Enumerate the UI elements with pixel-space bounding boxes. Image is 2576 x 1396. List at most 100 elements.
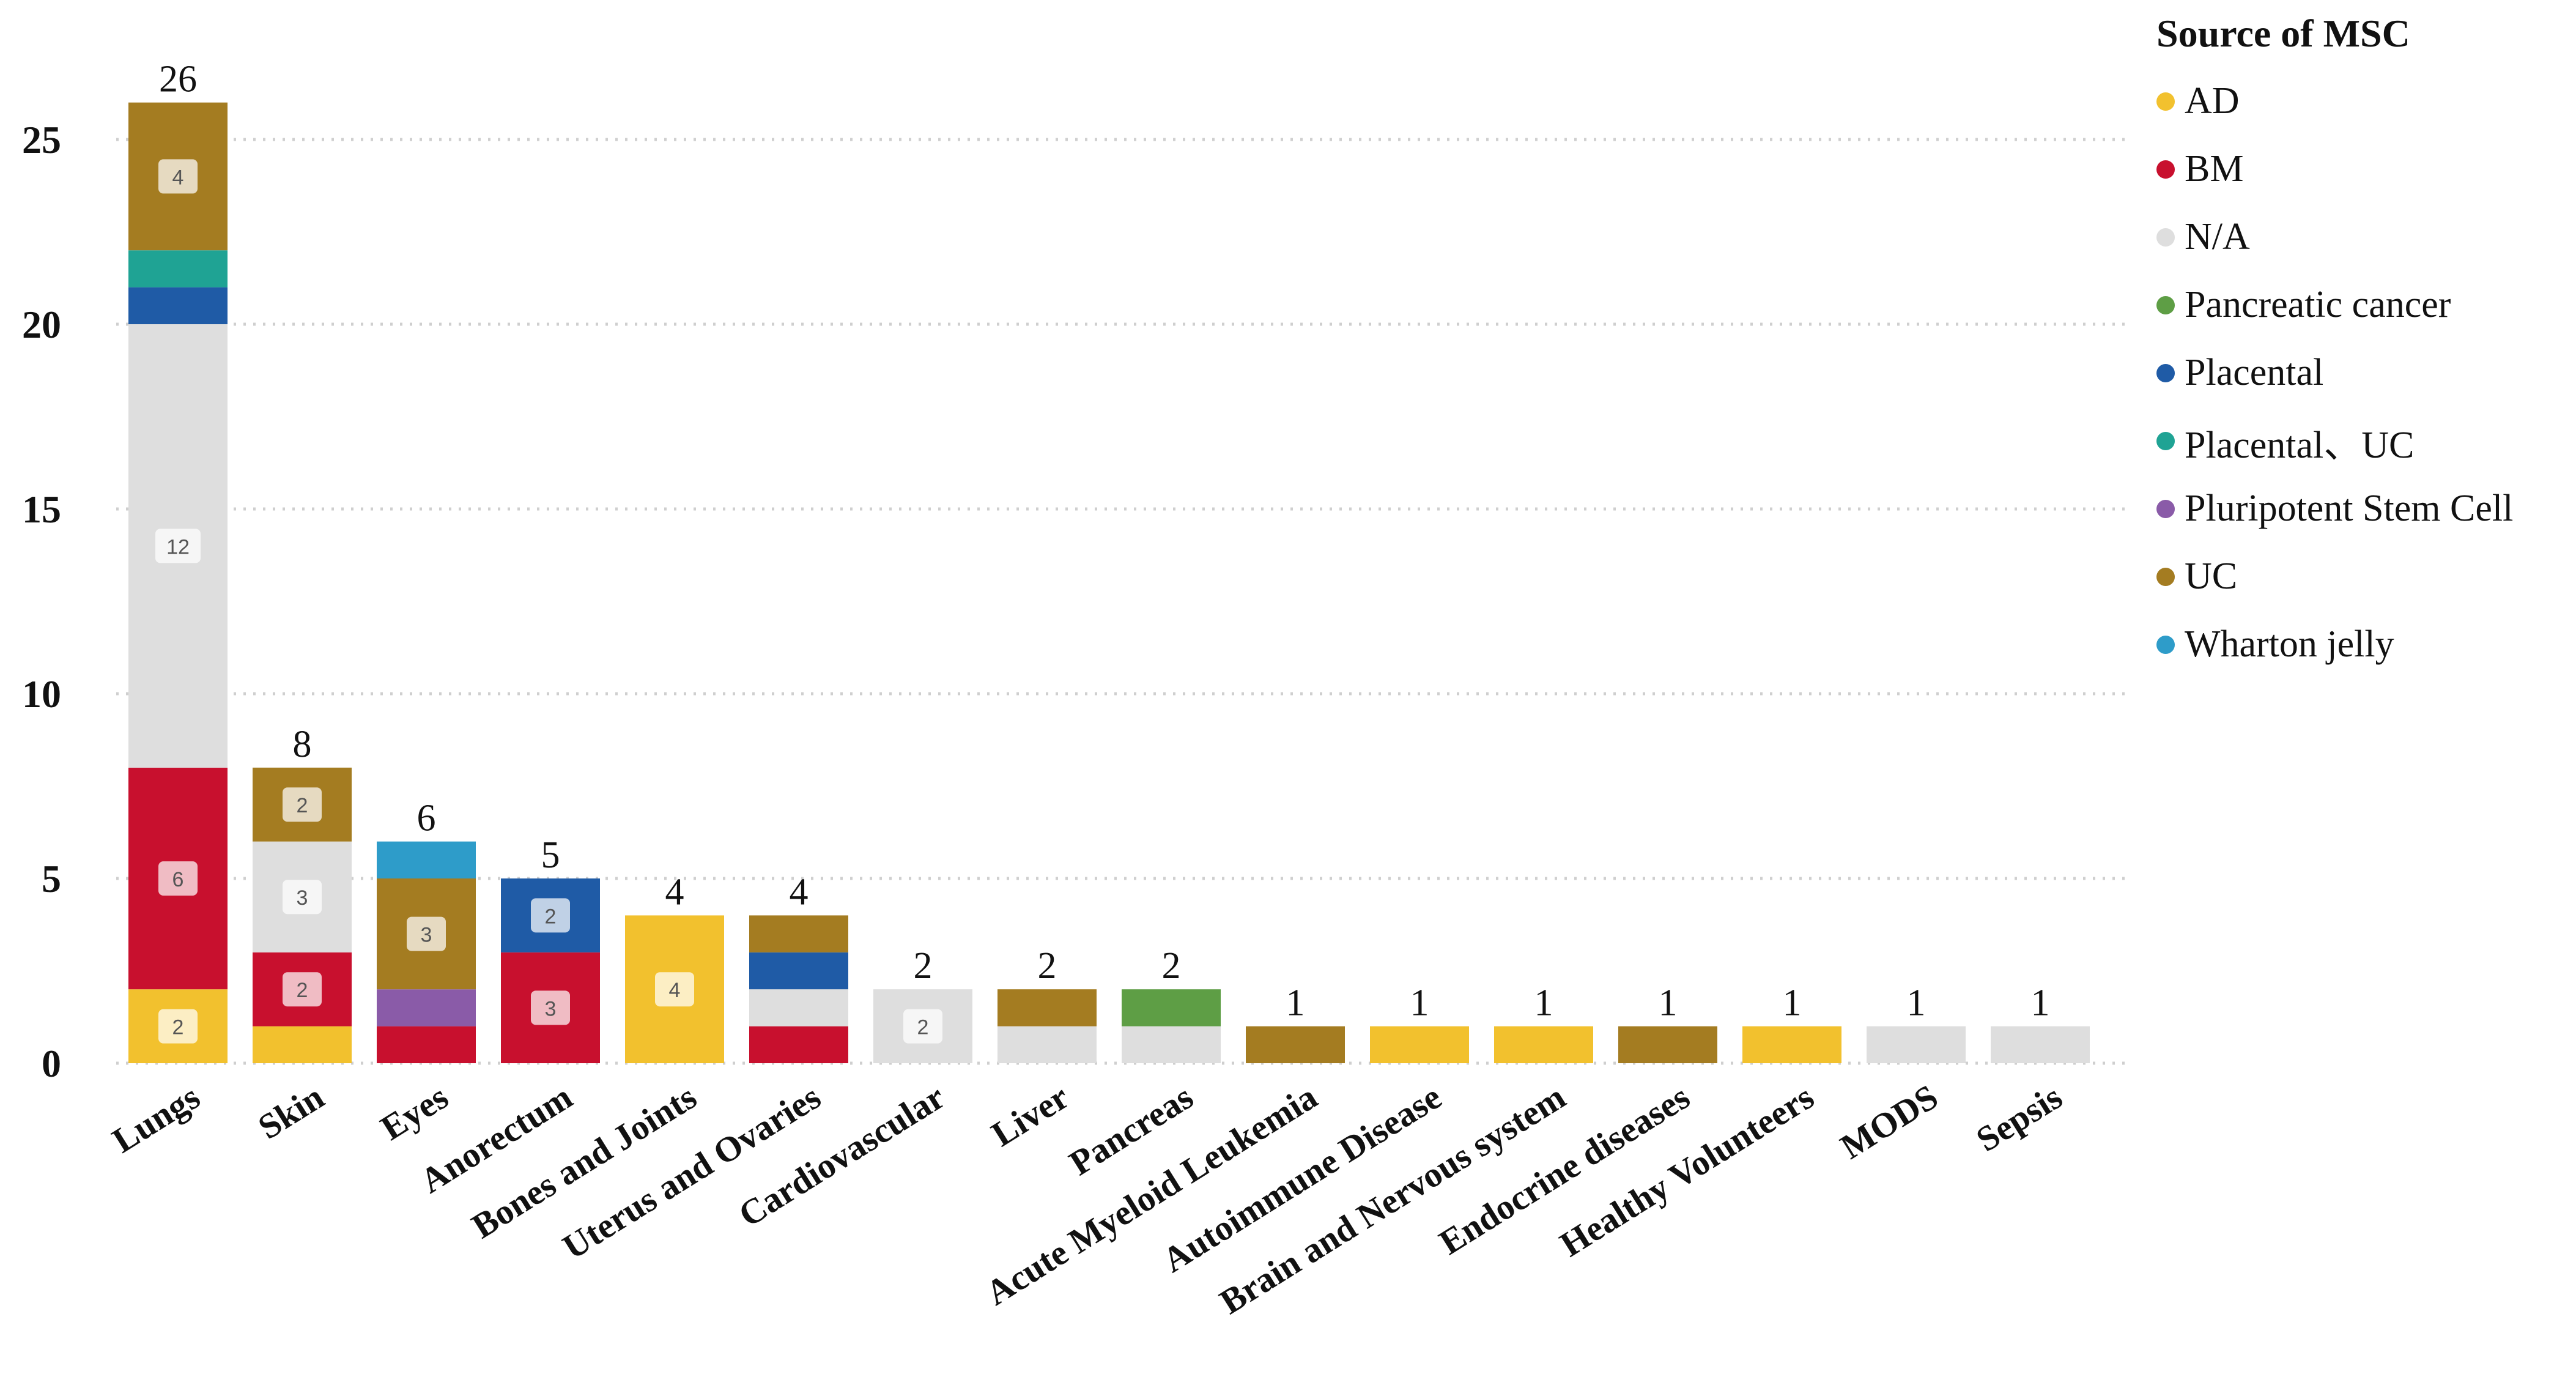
y-tick-label: 15: [22, 488, 61, 531]
bar-segment-pancreatic-cancer: [1122, 989, 1221, 1027]
y-tick-label: 20: [22, 303, 61, 346]
legend-swatch: [2156, 635, 2175, 654]
bar-total-label: 1: [1659, 982, 1678, 1024]
segment-label-box: [158, 159, 198, 194]
segment-labels: 2 6 12 4 2 3 2 3 3 2 4 2: [155, 159, 942, 1044]
segment-label-box: [155, 529, 201, 563]
legend-swatch: [2156, 228, 2175, 247]
legend-item: Pluripotent Stem Cell: [2156, 475, 2572, 543]
segment-label: 2: [172, 1016, 184, 1039]
bar-total-label: 2: [1038, 945, 1057, 987]
bar-segment-n-a: [997, 1026, 1097, 1063]
segment-label-box: [531, 990, 570, 1025]
segment-label: 3: [297, 886, 308, 910]
legend-item: N/A: [2156, 203, 2572, 271]
bar-segment-pluripotent-stem-cell: [377, 989, 476, 1027]
legend-item: Wharton jelly: [2156, 611, 2572, 678]
legend-swatch: [2156, 295, 2175, 314]
bar-total-label: 1: [1534, 982, 1553, 1024]
bar-segment-ad: [253, 1026, 352, 1063]
y-tick-label: 25: [22, 118, 61, 162]
x-tick-label: Sepsis: [1969, 1077, 2069, 1159]
bar-segment-uc: [1618, 1026, 1717, 1063]
legend: Source of MSC AD BM N/A Pancreatic cancer Pl…: [2156, 11, 2572, 678]
legend-label: Pluripotent Stem Cell: [2185, 488, 2514, 529]
segment-label: 2: [297, 794, 308, 817]
legend-items: AD BM N/A Pancreatic cancer Placental Placent…: [2156, 67, 2572, 678]
bar-total-label: 1: [1783, 982, 1802, 1024]
x-tick-label: Cardiovascular: [731, 1077, 952, 1234]
legend-title: Source of MSC: [2156, 12, 2410, 55]
segment-label-box: [655, 972, 694, 1007]
legend-label: AD: [2185, 80, 2240, 122]
bar-total-label: 4: [790, 871, 809, 913]
x-tick-label: Liver: [985, 1077, 1076, 1154]
segment-label-box: [283, 787, 322, 822]
bar-segment-ad: [1370, 1026, 1469, 1063]
bar-segment-ad: [1494, 1026, 1593, 1063]
legend-swatch: [2156, 363, 2175, 382]
segment-label-box: [283, 972, 322, 1007]
bar-total-label: 1: [1410, 982, 1429, 1024]
legend-item: Pancreatic cancer: [2156, 271, 2572, 339]
legend-item: BM: [2156, 135, 2572, 203]
x-tick-label: Skin: [251, 1077, 331, 1147]
y-tick-label: 10: [22, 672, 61, 716]
bar-segment-placental-uc: [128, 250, 228, 288]
legend-label: UC: [2185, 555, 2238, 597]
segment-label: 2: [545, 905, 557, 928]
bar-total-label: 5: [541, 834, 560, 876]
legend-swatch: [2156, 92, 2175, 111]
legend-swatch: [2156, 499, 2175, 518]
bar-segment-placental: [749, 952, 848, 990]
bar-total-label: 4: [665, 871, 684, 913]
legend-label: Placental: [2185, 352, 2324, 393]
segment-label-box: [158, 861, 198, 896]
legend-label: Pancreatic cancer: [2185, 284, 2451, 325]
bars: [128, 102, 2090, 1063]
legend-swatch: [2156, 567, 2175, 586]
segment-label-box: [903, 1009, 942, 1044]
legend-label: N/A: [2185, 216, 2250, 258]
y-axis: 0 5 10 15 20 25: [22, 118, 61, 1085]
bar-segment-ad: [1742, 1026, 1841, 1063]
bar-segment-n-a: [1991, 1026, 2090, 1063]
x-tick-label: MODS: [1834, 1077, 1945, 1167]
segment-label-box: [283, 880, 322, 915]
bar-segment-n-a: [1122, 1026, 1221, 1063]
y-tick-label: 5: [42, 857, 61, 900]
segment-label: 4: [669, 979, 681, 1002]
x-tick-label: Eyes: [374, 1077, 455, 1148]
legend-label: Placental、UC: [2185, 424, 2415, 466]
segment-label-box: [531, 898, 570, 933]
bar-total-label: 2: [1162, 945, 1181, 987]
bar-segment-uc: [749, 915, 848, 952]
legend-label: BM: [2185, 148, 2244, 190]
bar-segment-bm: [749, 1026, 848, 1063]
bar-segment-placental: [128, 287, 228, 324]
legend-swatch: [2156, 160, 2175, 179]
bar-total-label: 1: [1907, 982, 1926, 1024]
segment-label: 3: [421, 924, 432, 947]
bar-segment-wharton-jelly: [377, 841, 476, 878]
legend-swatch: [2156, 431, 2175, 450]
bar-total-label: 6: [417, 798, 436, 839]
bar-segment-bm: [377, 1026, 476, 1063]
bar-segment-uc: [1246, 1026, 1345, 1063]
segment-label: 4: [172, 166, 184, 189]
x-tick-label: Lungs: [105, 1077, 207, 1160]
bar-segment-n-a: [1867, 1026, 1966, 1063]
bar-total-label: 1: [2031, 982, 2050, 1024]
segment-label: 12: [166, 535, 190, 559]
legend-item: Placental: [2156, 339, 2572, 407]
segment-label: 6: [172, 868, 184, 891]
legend-item: Placental、UC: [2156, 407, 2572, 475]
segment-label-box: [158, 1009, 198, 1044]
legend-item: UC: [2156, 543, 2572, 611]
bar-segment-uc: [997, 989, 1097, 1027]
bar-total-label: 26: [159, 59, 197, 100]
segment-label: 3: [545, 997, 557, 1020]
